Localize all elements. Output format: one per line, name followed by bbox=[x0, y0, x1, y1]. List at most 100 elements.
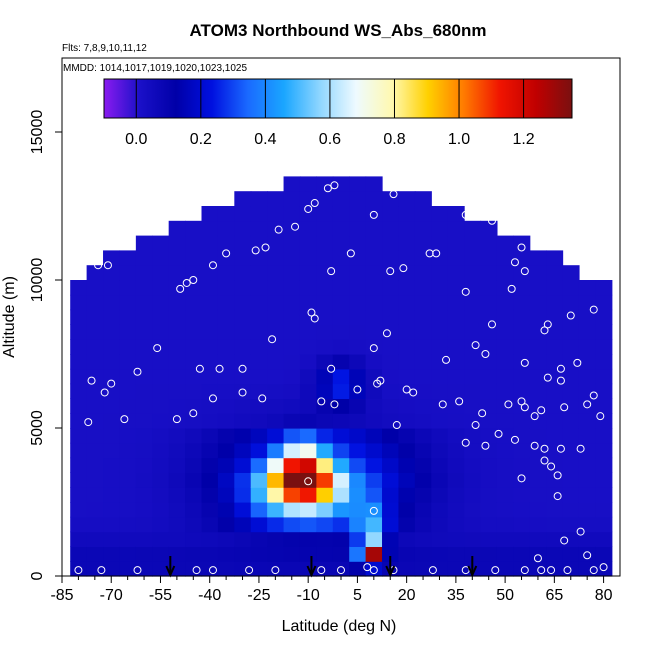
heatmap-cell bbox=[316, 294, 334, 311]
heatmap-cell bbox=[185, 235, 203, 251]
sample-point bbox=[533, 554, 542, 563]
x-axis: -85 -70 -55 -40 -25 -10 5 20 35 50 65 80 bbox=[50, 576, 613, 604]
heatmap-cell bbox=[529, 546, 547, 562]
heatmap-cell bbox=[480, 294, 498, 311]
sample-point bbox=[471, 341, 480, 350]
heatmap-cell bbox=[316, 354, 334, 370]
sample-point bbox=[432, 249, 441, 258]
heatmap-cell bbox=[316, 516, 334, 533]
heatmap-cell bbox=[414, 250, 432, 266]
heatmap-cell bbox=[201, 294, 219, 311]
colorbar-tick-label: 0.8 bbox=[383, 131, 405, 148]
arrow-head bbox=[306, 565, 317, 578]
heatmap-cell bbox=[135, 546, 153, 562]
heatmap-cell bbox=[316, 457, 334, 473]
sample-point bbox=[304, 477, 313, 486]
heatmap-cell bbox=[201, 339, 219, 355]
heatmap-cell bbox=[316, 398, 334, 414]
heatmap-cell bbox=[480, 561, 498, 577]
heatmap-cell bbox=[447, 502, 465, 518]
heatmap-cell bbox=[398, 546, 416, 562]
heatmap-cell bbox=[595, 487, 613, 503]
heatmap-cell bbox=[578, 472, 596, 488]
heatmap-cell bbox=[119, 516, 137, 533]
sample-point bbox=[386, 267, 395, 276]
heatmap-cell bbox=[332, 176, 350, 192]
heatmap-cell bbox=[496, 265, 514, 281]
heatmap-cell bbox=[119, 354, 137, 370]
heatmap-cell bbox=[250, 368, 268, 385]
heatmap-cell bbox=[431, 206, 449, 222]
heatmap-cell bbox=[398, 472, 416, 488]
heatmap-cell bbox=[168, 294, 186, 311]
heatmap-cell bbox=[382, 531, 400, 547]
heatmap-cell bbox=[382, 428, 400, 444]
heatmap-cell bbox=[464, 324, 482, 340]
heatmap-cell bbox=[431, 546, 449, 562]
sample-point bbox=[251, 246, 260, 255]
heatmap-cell bbox=[365, 235, 383, 251]
heatmap-cell bbox=[316, 428, 334, 444]
heatmap-cell bbox=[70, 561, 88, 577]
heatmap-cell bbox=[496, 235, 514, 251]
sample-point bbox=[330, 400, 339, 409]
heatmap-cell bbox=[217, 206, 235, 222]
sample-point bbox=[442, 355, 451, 364]
heatmap-cell bbox=[70, 457, 88, 473]
heatmap-cell bbox=[414, 487, 432, 503]
heatmap-cell bbox=[267, 265, 285, 281]
heatmap-cell bbox=[562, 280, 580, 296]
colorbar-tick-label: 0.2 bbox=[190, 131, 212, 148]
heatmap-cell bbox=[595, 368, 613, 385]
heatmap-cell bbox=[70, 280, 88, 296]
heatmap-cell bbox=[299, 265, 317, 281]
heatmap-cell bbox=[119, 457, 137, 473]
heatmap-cell bbox=[398, 324, 416, 340]
heatmap-cell bbox=[365, 472, 383, 488]
heatmap-cell bbox=[217, 250, 235, 266]
heatmap-cell bbox=[578, 339, 596, 355]
heatmap-cell bbox=[332, 457, 350, 473]
heatmap-cell bbox=[267, 191, 285, 207]
heatmap-cell bbox=[562, 324, 580, 340]
sample-point bbox=[258, 394, 267, 403]
heatmap-cell bbox=[250, 265, 268, 281]
heatmap-cell bbox=[103, 531, 121, 547]
heatmap-cell bbox=[414, 442, 432, 459]
heatmap-cell bbox=[595, 531, 613, 547]
heatmap-cell bbox=[480, 235, 498, 251]
heatmap-cell bbox=[398, 428, 416, 444]
heatmap-cell bbox=[316, 191, 334, 207]
heatmap-cell bbox=[546, 354, 564, 370]
heatmap-cell bbox=[103, 398, 121, 414]
heatmap-cell bbox=[168, 531, 186, 547]
sample-point bbox=[510, 435, 519, 444]
heatmap-cell bbox=[382, 339, 400, 355]
heatmap-cell bbox=[299, 354, 317, 370]
heatmap-cell bbox=[447, 516, 465, 533]
heatmap-cell bbox=[103, 383, 121, 399]
heatmap-cell bbox=[529, 383, 547, 399]
sample-point bbox=[576, 527, 585, 536]
heatmap-cell bbox=[382, 206, 400, 222]
heatmap-cell bbox=[267, 428, 285, 444]
heatmap-cell bbox=[185, 294, 203, 311]
heatmap-cell bbox=[496, 309, 514, 325]
heatmap-cell bbox=[398, 309, 416, 325]
heatmap-cell bbox=[578, 413, 596, 429]
heatmap-cell bbox=[382, 220, 400, 237]
heatmap-cell bbox=[365, 206, 383, 222]
heatmap-cell bbox=[316, 265, 334, 281]
heatmap-cell bbox=[562, 428, 580, 444]
heatmap-cell bbox=[250, 339, 268, 355]
heatmap-cell bbox=[365, 354, 383, 370]
heatmap-cell bbox=[152, 383, 170, 399]
heatmap-cell bbox=[234, 531, 252, 547]
heatmap-cell bbox=[529, 413, 547, 429]
heatmap-cell bbox=[365, 442, 383, 459]
heatmap-cell bbox=[168, 487, 186, 503]
y-tick-label: 5000 bbox=[29, 410, 46, 446]
heatmap-cell bbox=[250, 546, 268, 562]
heatmap-cell bbox=[103, 472, 121, 488]
